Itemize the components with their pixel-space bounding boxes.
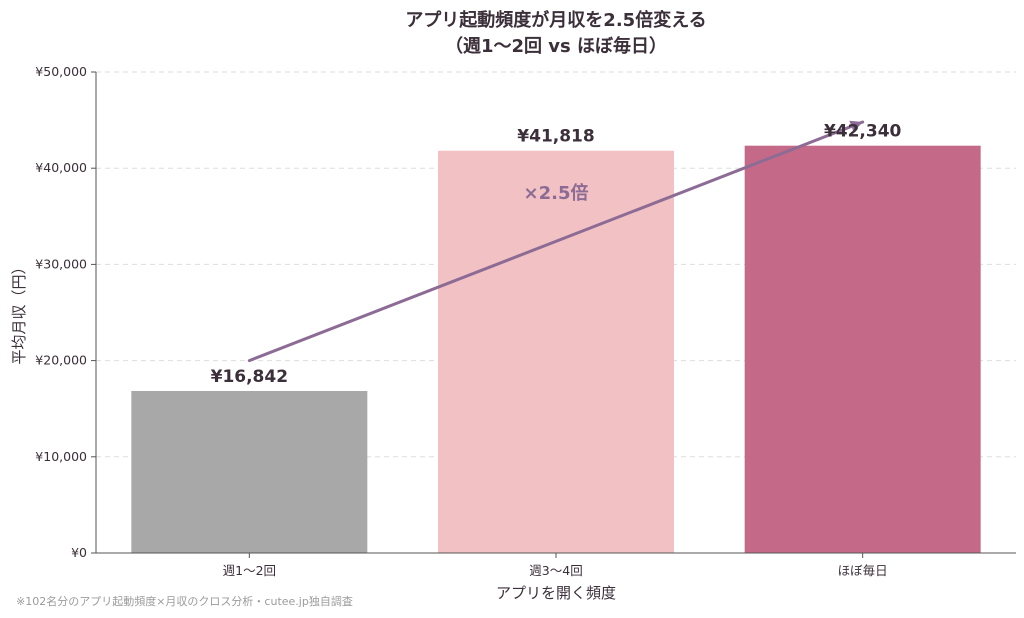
y-tick-label: ¥10,000 (35, 449, 87, 464)
bar-1 (131, 390, 368, 553)
footnote: ※102名分のアプリ起動頻度×月収のクロス分析・cutee.jp独自調査 (16, 594, 353, 608)
x-tick-label: 週3〜4回 (529, 563, 582, 578)
y-tick-label: ¥50,000 (35, 64, 87, 79)
bar-value-label: ¥16,842 (211, 367, 288, 387)
x-tick-label: ほぼ毎日 (838, 563, 888, 578)
multiplier-annotation: ×2.5倍 (524, 182, 589, 204)
bars (131, 145, 981, 553)
axis-ticks: ¥0 ¥10,000 ¥20,000 ¥30,000 ¥40,000 ¥50,000 週1〜… (35, 64, 887, 578)
bar-value-label: ¥42,340 (824, 122, 902, 142)
y-tick-label: ¥0 (71, 545, 87, 560)
y-axis-label: 平均月収（円） (10, 259, 28, 364)
chart-title-line2: （週1〜2回 vs ほぼ毎日） (445, 35, 667, 57)
x-tick-label: 週1〜2回 (223, 563, 276, 578)
trend-arrow-line (247, 120, 865, 363)
y-tick-label: ¥30,000 (35, 256, 87, 271)
x-axis-label: アプリを開く頻度 (496, 584, 616, 602)
data-labels: ¥16,842 ¥41,818 ¥42,340 ×2.5倍 (211, 122, 902, 387)
bar-3 (744, 145, 981, 553)
trend-arrow-head (849, 120, 863, 132)
y-tick-label: ¥40,000 (35, 160, 87, 175)
bar-value-label: ¥41,818 (517, 127, 594, 147)
trend-arrow-group (247, 120, 865, 363)
y-tick-label: ¥20,000 (35, 353, 87, 368)
bar-2 (438, 150, 674, 553)
chart-title-line1: アプリ起動頻度が月収を2.5倍変える (405, 9, 706, 31)
